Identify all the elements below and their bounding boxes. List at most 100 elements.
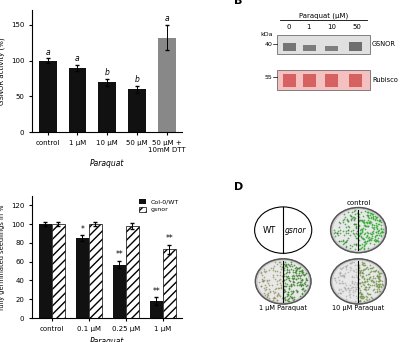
Point bbox=[276, 281, 283, 286]
Point bbox=[270, 290, 277, 295]
Point bbox=[286, 275, 293, 281]
Point bbox=[343, 293, 349, 298]
Point bbox=[282, 280, 289, 286]
Point bbox=[343, 243, 350, 248]
Bar bbox=[128, 89, 146, 132]
Text: 50: 50 bbox=[352, 24, 361, 30]
Point bbox=[375, 239, 382, 244]
Point bbox=[289, 295, 296, 300]
Bar bbox=[303, 74, 316, 87]
Point bbox=[338, 272, 345, 278]
Point bbox=[264, 294, 270, 300]
Point bbox=[343, 239, 350, 244]
Point bbox=[362, 238, 368, 243]
Point bbox=[340, 238, 346, 244]
Point bbox=[281, 286, 288, 291]
Point bbox=[360, 219, 367, 224]
Point bbox=[341, 216, 348, 221]
Point bbox=[361, 222, 368, 228]
Point bbox=[280, 287, 287, 293]
Point bbox=[365, 286, 371, 292]
Point bbox=[368, 212, 375, 217]
Point bbox=[350, 215, 356, 220]
Point bbox=[336, 287, 342, 292]
Point bbox=[296, 282, 302, 288]
Point bbox=[343, 263, 349, 269]
Point bbox=[290, 294, 297, 300]
Point bbox=[350, 222, 357, 227]
Point bbox=[302, 279, 308, 285]
Circle shape bbox=[330, 208, 386, 253]
Point bbox=[377, 218, 384, 223]
Point bbox=[334, 230, 340, 236]
Point bbox=[356, 269, 363, 275]
Point bbox=[336, 270, 342, 275]
Point bbox=[370, 214, 376, 219]
Point bbox=[356, 211, 362, 217]
Point bbox=[351, 217, 357, 223]
Point bbox=[296, 270, 302, 275]
Point bbox=[285, 299, 291, 304]
Point bbox=[360, 274, 366, 279]
Point bbox=[331, 230, 337, 235]
Point bbox=[367, 218, 373, 224]
Point bbox=[259, 273, 265, 278]
Text: a: a bbox=[164, 14, 169, 23]
Point bbox=[368, 222, 375, 227]
Point bbox=[357, 234, 364, 239]
Point bbox=[356, 218, 363, 223]
Point bbox=[364, 212, 370, 218]
Point bbox=[345, 218, 351, 223]
Point bbox=[352, 298, 358, 304]
Point bbox=[361, 280, 367, 285]
Point bbox=[286, 298, 292, 304]
Point bbox=[351, 259, 358, 264]
Bar bbox=[126, 226, 139, 318]
Point bbox=[294, 289, 300, 295]
Point bbox=[285, 277, 292, 282]
Point bbox=[272, 295, 278, 301]
Point bbox=[358, 291, 364, 297]
Point bbox=[261, 290, 268, 295]
Point bbox=[345, 209, 351, 215]
Point bbox=[376, 284, 382, 289]
Point bbox=[274, 285, 281, 290]
Point bbox=[274, 293, 280, 298]
Point bbox=[358, 295, 364, 301]
Point bbox=[360, 260, 366, 266]
Point bbox=[361, 220, 367, 225]
Point bbox=[352, 279, 358, 285]
Point bbox=[368, 210, 374, 216]
Point bbox=[353, 242, 359, 247]
Point bbox=[348, 278, 355, 284]
Point bbox=[290, 281, 296, 287]
Point bbox=[353, 241, 360, 247]
Point bbox=[260, 274, 267, 279]
Point bbox=[375, 269, 381, 274]
Point bbox=[290, 275, 297, 281]
Point bbox=[292, 269, 299, 275]
Point bbox=[336, 238, 342, 244]
Point bbox=[267, 289, 273, 294]
Point bbox=[375, 274, 381, 280]
Point bbox=[359, 259, 365, 264]
Point bbox=[360, 270, 366, 275]
Point bbox=[366, 276, 372, 282]
Point bbox=[282, 263, 288, 268]
Point bbox=[375, 278, 382, 284]
Point bbox=[348, 261, 354, 266]
Point bbox=[358, 293, 364, 298]
Point bbox=[365, 281, 371, 286]
Point bbox=[354, 281, 360, 286]
Point bbox=[296, 275, 303, 280]
Point bbox=[364, 271, 371, 277]
Point bbox=[350, 230, 356, 236]
Point bbox=[294, 265, 300, 271]
Point bbox=[363, 212, 370, 218]
Point bbox=[345, 230, 352, 236]
Point bbox=[304, 283, 311, 288]
Point bbox=[343, 230, 350, 235]
Point bbox=[353, 270, 360, 275]
Point bbox=[362, 286, 368, 291]
Point bbox=[372, 238, 379, 244]
